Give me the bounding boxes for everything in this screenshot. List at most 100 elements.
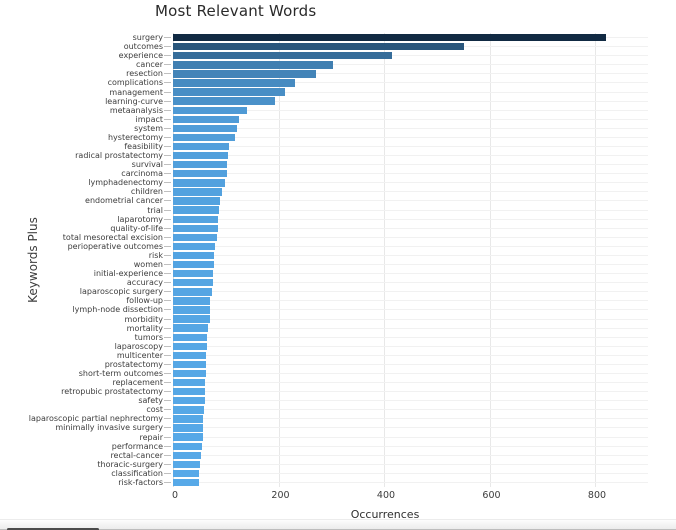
gridline-horizontal: [173, 91, 648, 93]
y-tick-label: laparoscopic surgery: [79, 287, 163, 297]
gridline-horizontal: [173, 173, 648, 175]
bar[interactable]: [173, 142, 230, 151]
y-tick-mark: [164, 472, 171, 474]
bar[interactable]: [173, 70, 317, 78]
gridline-vertical: [278, 33, 280, 487]
y-tick-mark: [164, 291, 171, 293]
y-tick-label: experience: [118, 51, 163, 61]
y-tick-mark: [164, 173, 171, 175]
bar[interactable]: [173, 442, 202, 450]
bar[interactable]: [173, 61, 334, 69]
y-tick-label: laparoscopic partial nephrectomy: [28, 414, 163, 424]
bar[interactable]: [173, 124, 237, 133]
bar[interactable]: [173, 333, 208, 341]
gridline-horizontal: [173, 391, 648, 393]
bar[interactable]: [173, 206, 220, 214]
bar[interactable]: [173, 133, 236, 142]
bar[interactable]: [173, 397, 205, 405]
bar[interactable]: [173, 406, 204, 414]
bar[interactable]: [173, 288, 212, 296]
bar[interactable]: [173, 260, 214, 269]
bar[interactable]: [173, 170, 227, 178]
bar[interactable]: [173, 460, 201, 469]
gridline-horizontal: [173, 409, 648, 411]
bar[interactable]: [173, 197, 221, 205]
bar[interactable]: [173, 351, 207, 360]
y-tick-mark: [164, 373, 171, 374]
gridline-horizontal: [173, 363, 648, 365]
bar[interactable]: [173, 251, 215, 260]
bar[interactable]: [173, 324, 209, 332]
y-tick-mark: [164, 55, 171, 57]
bar[interactable]: [173, 242, 215, 251]
gridline-horizontal: [173, 282, 648, 284]
bar[interactable]: [173, 279, 213, 287]
bar[interactable]: [173, 106, 247, 114]
scrollbar-track[interactable]: [0, 519, 676, 530]
gridline-horizontal: [173, 463, 648, 465]
gridline-vertical: [595, 33, 596, 487]
bar[interactable]: [173, 79, 296, 87]
bar[interactable]: [173, 388, 206, 396]
gridline-horizontal: [173, 336, 648, 338]
bar[interactable]: [173, 297, 211, 305]
bar[interactable]: [173, 33, 606, 42]
gridline-horizontal: [173, 164, 648, 166]
y-tick-label: laparoscopy: [114, 341, 163, 351]
y-tick-mark: [164, 37, 171, 39]
bar[interactable]: [173, 179, 225, 187]
gridline-horizontal: [173, 382, 648, 384]
y-tick-label: multicenter: [116, 350, 163, 360]
y-tick-label: morbidity: [124, 314, 163, 324]
bar[interactable]: [173, 369, 206, 378]
gridline-horizontal: [173, 227, 648, 229]
bar[interactable]: [173, 188, 223, 196]
y-tick-mark: [164, 155, 171, 157]
bar[interactable]: [173, 451, 201, 459]
bar[interactable]: [173, 306, 210, 314]
bar[interactable]: [173, 224, 218, 232]
y-tick-mark: [164, 363, 171, 365]
gridline-horizontal: [173, 481, 648, 483]
bar[interactable]: [173, 161, 228, 169]
bar[interactable]: [173, 233, 218, 242]
bar[interactable]: [173, 360, 207, 369]
zero-line: [173, 33, 174, 487]
bar[interactable]: [173, 342, 207, 350]
y-tick-mark: [164, 345, 171, 347]
bar[interactable]: [173, 433, 203, 441]
gridline-horizontal: [173, 182, 648, 184]
bar[interactable]: [173, 151, 228, 160]
bar[interactable]: [173, 378, 206, 387]
horizontal-scrollbar-thumb[interactable]: [7, 528, 99, 530]
bar[interactable]: [173, 315, 210, 323]
bar[interactable]: [173, 424, 203, 432]
bar[interactable]: [173, 269, 214, 278]
y-tick-label: feasibility: [124, 142, 163, 151]
gridline-horizontal: [173, 273, 648, 275]
bar[interactable]: [173, 42, 465, 51]
gridline-horizontal: [173, 445, 648, 447]
y-tick-mark: [164, 182, 171, 184]
y-tick-label: perioperative outcomes: [67, 241, 163, 251]
gridline-horizontal: [173, 82, 648, 84]
bar[interactable]: [173, 88, 285, 96]
bar[interactable]: [173, 52, 392, 60]
y-tick-mark: [164, 109, 171, 111]
gridline-horizontal: [173, 300, 648, 302]
y-tick-label: accuracy: [126, 278, 163, 288]
gridline-horizontal: [173, 427, 648, 429]
gridline-horizontal: [173, 373, 648, 374]
bar[interactable]: [173, 115, 240, 123]
bar[interactable]: [173, 469, 200, 478]
bar[interactable]: [173, 97, 275, 105]
y-tick-label: cancer: [136, 60, 163, 70]
x-axis-title: Occurrences: [350, 508, 420, 521]
y-tick-label: complications: [107, 78, 163, 88]
x-axis-tick-labels: 0 200 400 600 800: [172, 490, 648, 504]
y-tick-mark: [164, 418, 171, 420]
bar[interactable]: [173, 478, 199, 487]
bar[interactable]: [173, 215, 219, 223]
bar[interactable]: [173, 415, 204, 423]
